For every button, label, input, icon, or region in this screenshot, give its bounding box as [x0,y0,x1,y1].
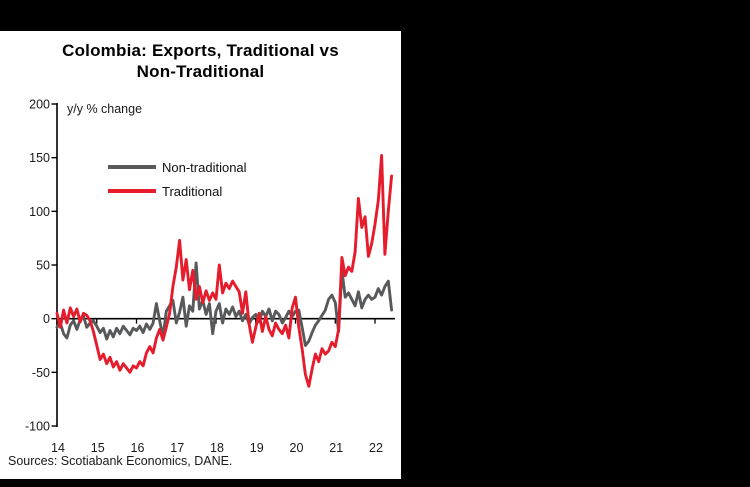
y-tick-label: 150 [29,151,50,165]
chart-card: Colombia: Exports, Traditional vs Non-Tr… [0,31,401,479]
x-tick-label: 14 [51,441,65,455]
chart-title-line1: Colombia: Exports, Traditional vs [62,41,339,60]
chart-title-line2: Non-Traditional [136,62,265,81]
x-tick-label: 17 [170,441,184,455]
traditional-line-swatch [108,189,156,193]
chart-title: Colombia: Exports, Traditional vs Non-Tr… [0,40,401,82]
non-traditional-line-swatch [108,165,156,169]
y-tick-label: -100 [25,420,50,434]
series-line-non-traditional [55,261,394,347]
y-tick-label: 50 [36,259,50,273]
y-tick-label: -50 [32,366,50,380]
x-tick-label: 20 [290,441,304,455]
legend-label-non-traditional: Non-traditional [162,159,247,175]
x-tick-label: 18 [210,441,224,455]
y-axis-annotation: y/y % change [67,102,143,116]
y-tick-label: 0 [43,312,50,326]
legend-item-non-traditional: Non-traditional [108,159,247,175]
y-tick-label: 100 [29,205,50,219]
sources-note: Sources: Scotiabank Economics, DANE. [8,454,233,468]
x-tick-label: 15 [91,441,105,455]
legend-label-traditional: Traditional [162,183,223,199]
y-tick-label: 200 [29,98,50,112]
series-line-traditional [55,154,394,388]
x-tick-label: 19 [250,441,264,455]
legend-item-traditional: Traditional [108,183,222,199]
x-tick-label: 21 [329,441,343,455]
x-tick-label: 22 [369,441,383,455]
x-tick-label: 16 [131,441,145,455]
